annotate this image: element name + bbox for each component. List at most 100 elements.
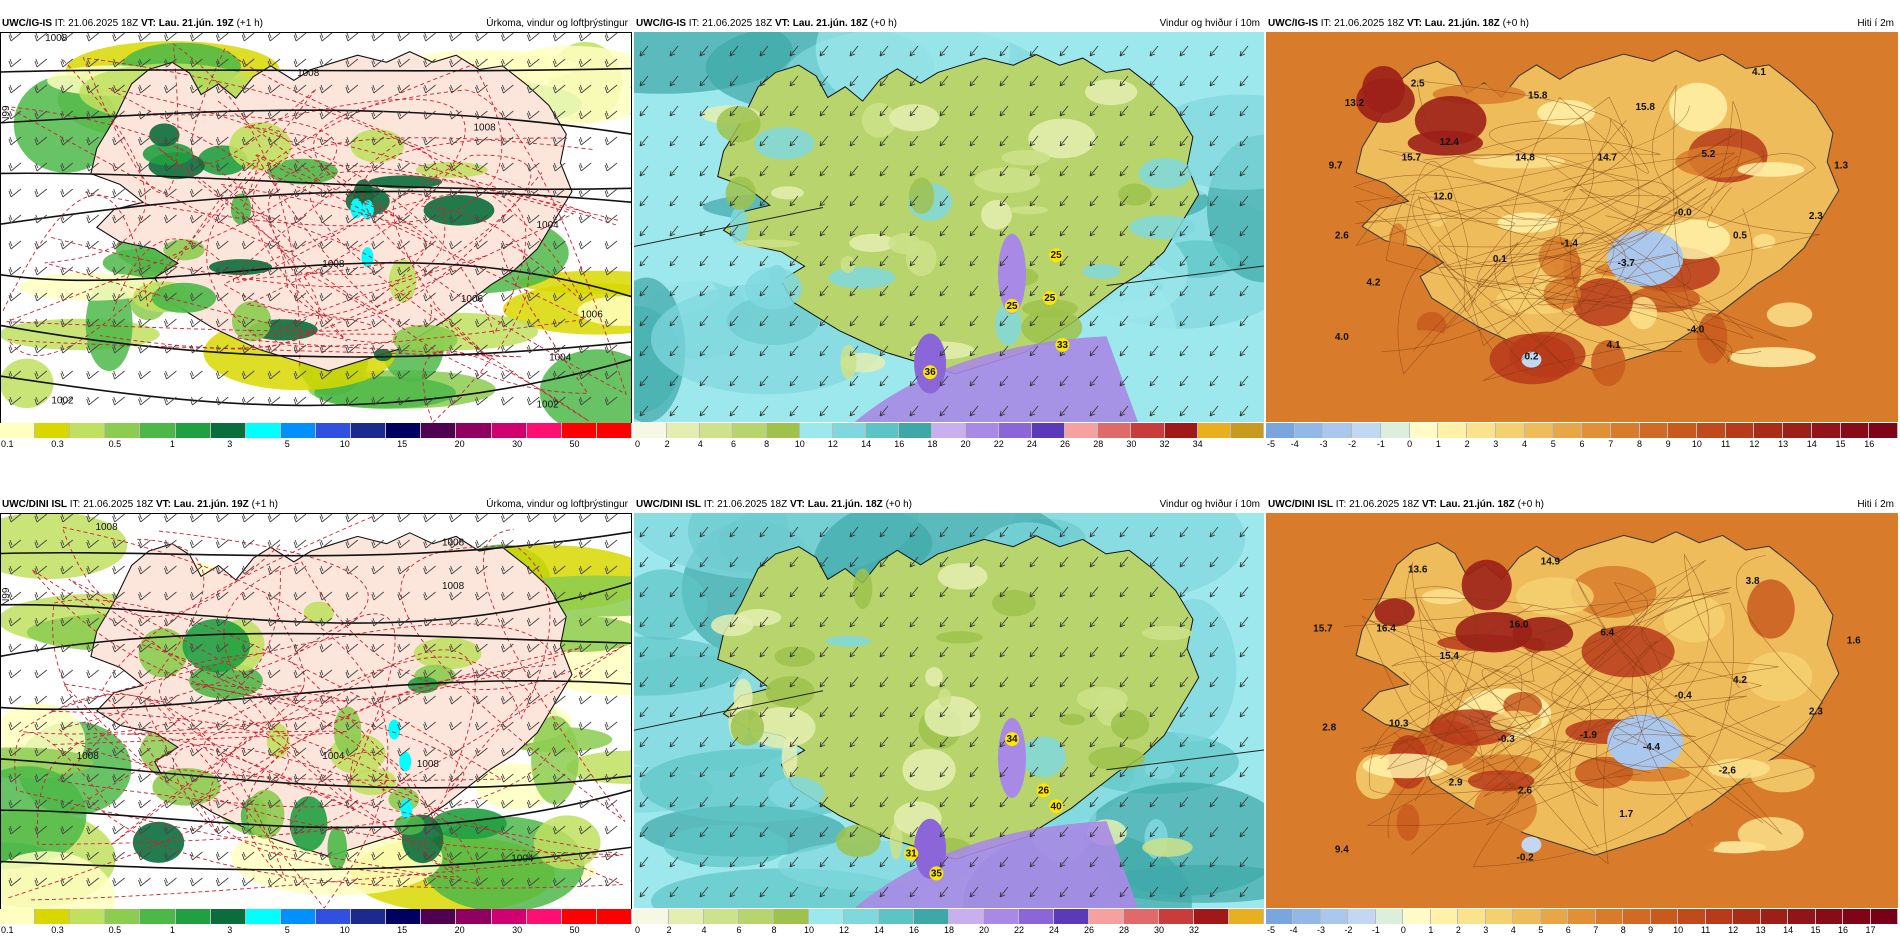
colorbar-swatch bbox=[1843, 909, 1871, 924]
panel-title: UWC/DINI ISL IT: 21.06.2025 18Z VT: Lau.… bbox=[1268, 499, 1544, 510]
colorbar-tick-label: 16 bbox=[894, 439, 905, 449]
colorbar-swatch bbox=[667, 423, 701, 438]
model-name: UWC/IG-IS bbox=[1268, 18, 1318, 29]
temperature-value: 14.8 bbox=[1515, 153, 1535, 164]
init-time: IT: 21.06.2025 18Z bbox=[1320, 18, 1405, 29]
colorbar-tick-label: 14 bbox=[873, 925, 885, 935]
colorbar-swatches bbox=[0, 909, 632, 924]
colorbar-swatch bbox=[733, 423, 767, 438]
colorbar-tick-label: 0.1 bbox=[1, 925, 14, 935]
colorbar-swatch bbox=[315, 909, 352, 924]
colorbar-swatch bbox=[280, 423, 316, 438]
panel-title-bar: UWC/IG-IS IT: 21.06.2025 18Z VT: Lau. 21… bbox=[0, 14, 632, 32]
colorbar-tick-label: 3 bbox=[227, 439, 233, 449]
colorbar-tick-label: 5 bbox=[1538, 925, 1544, 935]
colorbar-tick-label: 8 bbox=[771, 925, 777, 935]
colorbar-tick-label: 11 bbox=[1720, 439, 1731, 449]
field-name: Vindur og hviður í 10m bbox=[1159, 499, 1260, 510]
lead-time: (+0 h) bbox=[870, 18, 897, 29]
weather-map[interactable]: 25 25 25 33 36 bbox=[634, 32, 1264, 422]
colorbar-tick-label: -4 bbox=[1289, 925, 1298, 935]
temperature-value: 2.6 bbox=[1335, 231, 1349, 242]
colorbar-swatch bbox=[1870, 909, 1899, 924]
temperature-value: 2.8 bbox=[1322, 722, 1336, 733]
valid-time: Lau. 21.jún. 18Z bbox=[1424, 18, 1500, 29]
colorbar-swatch bbox=[844, 909, 879, 924]
colorbar-swatch bbox=[1089, 909, 1124, 924]
colorbar-swatch bbox=[1754, 423, 1784, 438]
colorbar-tick-label: 15 bbox=[397, 439, 408, 449]
temperature-value: 14.9 bbox=[1541, 556, 1561, 567]
latitude-label: N99 bbox=[1, 105, 12, 124]
colorbar-tick-label: 20 bbox=[454, 439, 465, 449]
colorbar-swatch bbox=[1380, 423, 1410, 438]
colorbar-swatch bbox=[1568, 909, 1596, 924]
temperature-value: 2.5 bbox=[1411, 79, 1425, 90]
colorbar-tick-label: 5 bbox=[1550, 439, 1556, 449]
gust-marker bbox=[1005, 732, 1019, 747]
colorbar-swatch bbox=[1266, 909, 1294, 924]
colorbar-swatch bbox=[1164, 423, 1198, 438]
gust-marker bbox=[929, 866, 944, 881]
temperature-value: 16.0 bbox=[1509, 620, 1529, 631]
colorbar-swatch bbox=[879, 909, 914, 924]
colorbar-swatch bbox=[386, 423, 422, 438]
panel-title: UWC/IG-IS IT: 21.06.2025 18Z VT: Lau. 21… bbox=[2, 18, 263, 29]
temperature-value: 12.4 bbox=[1440, 137, 1460, 148]
map-panel-p6: UWC/DINI ISL IT: 21.06.2025 18Z VT: Lau.… bbox=[1266, 495, 1899, 940]
colorbar-tick-label: 50 bbox=[569, 925, 580, 935]
model-name: UWC/IG-IS bbox=[2, 18, 52, 29]
temperature-value: 15.4 bbox=[1440, 651, 1460, 662]
colorbar-swatch bbox=[421, 423, 457, 438]
isobar-label: 1006 bbox=[581, 310, 604, 321]
weather-map[interactable]: 1008 1008 1008 1004 1006 1004 1002 1002 1008 1006… bbox=[0, 32, 632, 424]
weather-map[interactable]: 34 26 40 31 35 bbox=[634, 513, 1264, 908]
colorbar-tick-label: -4 bbox=[1290, 439, 1299, 449]
weather-map[interactable]: 13.6 14.9 3.8 15.7 16.4 16.0 6.4 1.6 15.4 4.2 -0.4… bbox=[1266, 513, 1898, 908]
panel-title: UWC/DINI ISL IT: 21.06.2025 18Z VT: Lau.… bbox=[2, 499, 278, 510]
isobar-label: 1002 bbox=[51, 395, 74, 406]
colorbar-swatch bbox=[1840, 423, 1870, 438]
colorbar-swatch bbox=[1705, 909, 1734, 924]
temperature-value: -0.3 bbox=[1498, 734, 1516, 745]
colorbar-tick-label: 10 bbox=[1691, 439, 1702, 449]
colorbar-swatch bbox=[1409, 423, 1439, 438]
isobar-label: 1004 bbox=[322, 751, 345, 762]
colorbar-tick-label: 0.5 bbox=[108, 925, 122, 935]
gust-value: 33 bbox=[1057, 340, 1069, 351]
colorbar-tick-label: -1 bbox=[1376, 439, 1385, 449]
colorbar-swatch bbox=[965, 423, 999, 438]
weather-map[interactable]: 1008 1008 1008 1004 1008 1008 1004 N99 bbox=[0, 513, 632, 910]
temperature-value: 1.6 bbox=[1847, 635, 1861, 646]
panel-title: UWC/DINI ISL IT: 21.06.2025 18Z VT: Lau.… bbox=[636, 499, 912, 510]
gust-value: 34 bbox=[1006, 734, 1018, 745]
colorbar-swatch bbox=[351, 909, 387, 924]
colorbar-tick-label: 4 bbox=[1522, 439, 1528, 449]
colorbar-tick-label: 5 bbox=[284, 439, 290, 449]
colorbar-tick-label: 4 bbox=[1510, 925, 1516, 935]
colorbar-swatch bbox=[1124, 909, 1159, 924]
colorbar-swatch bbox=[1294, 423, 1324, 438]
colorbar-tick-label: 8 bbox=[1636, 439, 1642, 449]
colorbar-swatch bbox=[140, 909, 176, 924]
gust-marker bbox=[1055, 337, 1070, 352]
colorbar-tick-label: 20 bbox=[454, 925, 465, 935]
colorbar-swatch bbox=[596, 909, 632, 924]
isobar-label: 1008 bbox=[474, 122, 497, 133]
colorbar-tick-label: 13 bbox=[1778, 439, 1789, 449]
colorbar-tick-label: 0 bbox=[1400, 925, 1406, 935]
valid-time-label: VT: bbox=[789, 499, 805, 510]
colorbar-tick-label: 3 bbox=[227, 925, 233, 935]
lead-time: (+1 h) bbox=[236, 18, 263, 29]
weather-map[interactable]: 2.5 4.1 13.2 15.8 15.8 12.4 9.7 15.7 14.8 14.7 5.2… bbox=[1266, 32, 1898, 422]
colorbar-swatch bbox=[1194, 909, 1229, 924]
colorbar-legend: 0 2 4 6 8 10 12 14 16 18 20 22 24 26 28 30 32 34 bbox=[634, 423, 1264, 453]
colorbar-tick-label: 15 bbox=[1835, 439, 1846, 449]
colorbar-swatch bbox=[899, 423, 933, 438]
valid-time: Lau. 21.jún. 18Z bbox=[807, 499, 883, 510]
colorbar-swatch bbox=[1783, 423, 1812, 438]
colorbar-swatch bbox=[1553, 423, 1583, 438]
temperature-value: 5.2 bbox=[1701, 149, 1715, 160]
valid-time-label: VT: bbox=[1406, 18, 1422, 29]
colorbar-swatches bbox=[634, 423, 1264, 438]
